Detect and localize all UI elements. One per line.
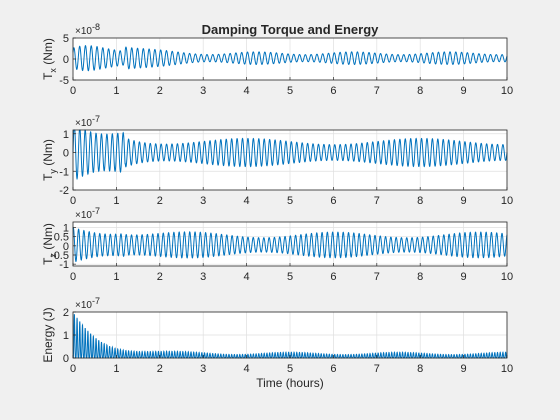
x-tick-label: 1	[113, 271, 119, 283]
x-tick-label: 7	[374, 195, 380, 207]
x-tick-label: 0	[70, 85, 76, 97]
exponent-power: -8	[92, 22, 100, 32]
x-tick-label: 5	[287, 271, 293, 283]
x-tick-label: 9	[461, 85, 467, 97]
series-line	[72, 129, 508, 181]
y-axis-label-main: T	[41, 72, 55, 80]
x-tick-label: 9	[461, 195, 467, 207]
y-tick-label: 1	[63, 129, 69, 141]
y-axis-label-unit: (Nm)	[41, 38, 55, 68]
y-tick-label: -2	[59, 185, 69, 197]
y-tick-label: 5	[63, 33, 69, 45]
x-tick-label: 6	[330, 85, 336, 97]
x-tick-label: 4	[244, 85, 250, 97]
y-tick-label: 2	[63, 307, 69, 319]
x-tick-label: 7	[374, 363, 380, 375]
x-tick-label: 3	[200, 363, 206, 375]
y-axis-label: Tx (Nm)	[41, 38, 58, 80]
x-tick-label: 2	[157, 363, 163, 375]
subplot-2: 0 1 2 3 4 5 6 7 8 9 10 -2 -1 0 1 ×10-7 Ty (Nm)	[41, 114, 513, 207]
y-tick-label: 1	[63, 330, 69, 342]
y-axis-label-subscript: x	[48, 68, 58, 73]
y-tick-label: 1	[63, 223, 69, 235]
y-exponent-label: ×10-7	[75, 206, 100, 221]
x-tick-label: 5	[287, 363, 293, 375]
x-tick-label: 10	[501, 195, 513, 207]
y-exponent-label: ×10-8	[75, 22, 100, 37]
exponent-power: -7	[92, 206, 100, 216]
x-tick-label: 8	[417, 363, 423, 375]
y-axis-label-subscript: z	[48, 253, 58, 258]
x-tick-label: 0	[70, 363, 76, 375]
y-tick-label: 0	[63, 54, 69, 66]
x-tick-label: 5	[287, 195, 293, 207]
x-tick-label: 8	[417, 271, 423, 283]
exponent-base: ×10	[75, 300, 92, 311]
y-tick-label: -0.5	[50, 250, 69, 262]
y-tick-label: 0	[63, 148, 69, 160]
y-exponent-label: ×10-7	[75, 296, 100, 311]
y-axis-label-main: Energy (J)	[41, 307, 55, 362]
exponent-power: -7	[92, 296, 100, 306]
y-axis-label: Energy (J)	[41, 307, 55, 362]
x-tick-label: 0	[70, 271, 76, 283]
x-tick-label: 10	[501, 271, 513, 283]
exponent-base: ×10	[75, 210, 92, 221]
exponent-base: ×10	[75, 26, 92, 37]
x-tick-label: 10	[501, 363, 513, 375]
series-line	[72, 44, 508, 72]
x-tick-label: 3	[200, 195, 206, 207]
figure-title: Damping Torque and Energy	[202, 22, 379, 37]
x-tick-label: 8	[417, 195, 423, 207]
x-tick-label: 6	[330, 271, 336, 283]
x-tick-label: 4	[244, 363, 250, 375]
y-tick-label: 0	[63, 241, 69, 253]
x-tick-label: 7	[374, 85, 380, 97]
y-tick-label: -1	[59, 259, 69, 271]
subplot-1: 0 1 2 3 4 5 6 7 8 9 10-505×10-8Tx (Nm)	[41, 22, 513, 97]
x-tick-label: 9	[461, 271, 467, 283]
x-tick-label: 3	[200, 271, 206, 283]
exponent-power: -7	[92, 114, 100, 124]
x-tick-label: 2	[157, 85, 163, 97]
y-axis-label: Tz (Nm)	[41, 223, 58, 265]
y-axis-label-main: T	[41, 173, 55, 181]
x-tick-label: 1	[113, 363, 119, 375]
exponent-base: ×10	[75, 118, 92, 129]
x-tick-label: 10	[501, 85, 513, 97]
y-tick-label: 0	[63, 353, 69, 365]
x-tick-label: 4	[244, 271, 250, 283]
x-tick-label: 1	[113, 85, 119, 97]
y-axis-label-unit: (Nm)	[41, 223, 55, 253]
y-axis-label: Ty (Nm)	[41, 139, 58, 181]
y-tick-label: 0.5	[54, 232, 69, 244]
x-tick-label: 4	[244, 195, 250, 207]
x-tick-label: 5	[287, 85, 293, 97]
x-axis-label: Time (hours)	[256, 376, 324, 390]
y-axis-label-subscript: y	[48, 169, 58, 174]
x-tick-label: 1	[113, 195, 119, 207]
y-axis-label-unit: (Nm)	[41, 139, 55, 169]
subplot-4: 0 1 2 3 4 5 6 7 8 9 10 0 1 2 ×10-7 Energy (J)	[41, 296, 513, 375]
x-tick-label: 7	[374, 271, 380, 283]
x-tick-label: 3	[200, 85, 206, 97]
subplot-panels: 0 1 2 3 4 5 6 7 8 9 10-505×10-8Tx (Nm)0 1 2 3 4 5 6 7 8 9 10…	[41, 22, 513, 375]
series-line	[72, 226, 508, 263]
y-exponent-label: ×10-7	[75, 114, 100, 129]
y-axis-label-main: T	[41, 257, 55, 265]
y-tick-label: -1	[59, 166, 69, 178]
subplot-3: 0 1 2 3 4 5 6 7 8 9 10-1-0.500.51×10-7Tz (Nm)	[41, 206, 513, 283]
x-tick-label: 6	[330, 195, 336, 207]
x-tick-label: 8	[417, 85, 423, 97]
y-tick-label: -5	[59, 75, 69, 87]
x-tick-label: 0	[70, 195, 76, 207]
x-tick-label: 2	[157, 195, 163, 207]
x-tick-label: 2	[157, 271, 163, 283]
x-tick-label: 6	[330, 363, 336, 375]
x-tick-label: 9	[461, 363, 467, 375]
